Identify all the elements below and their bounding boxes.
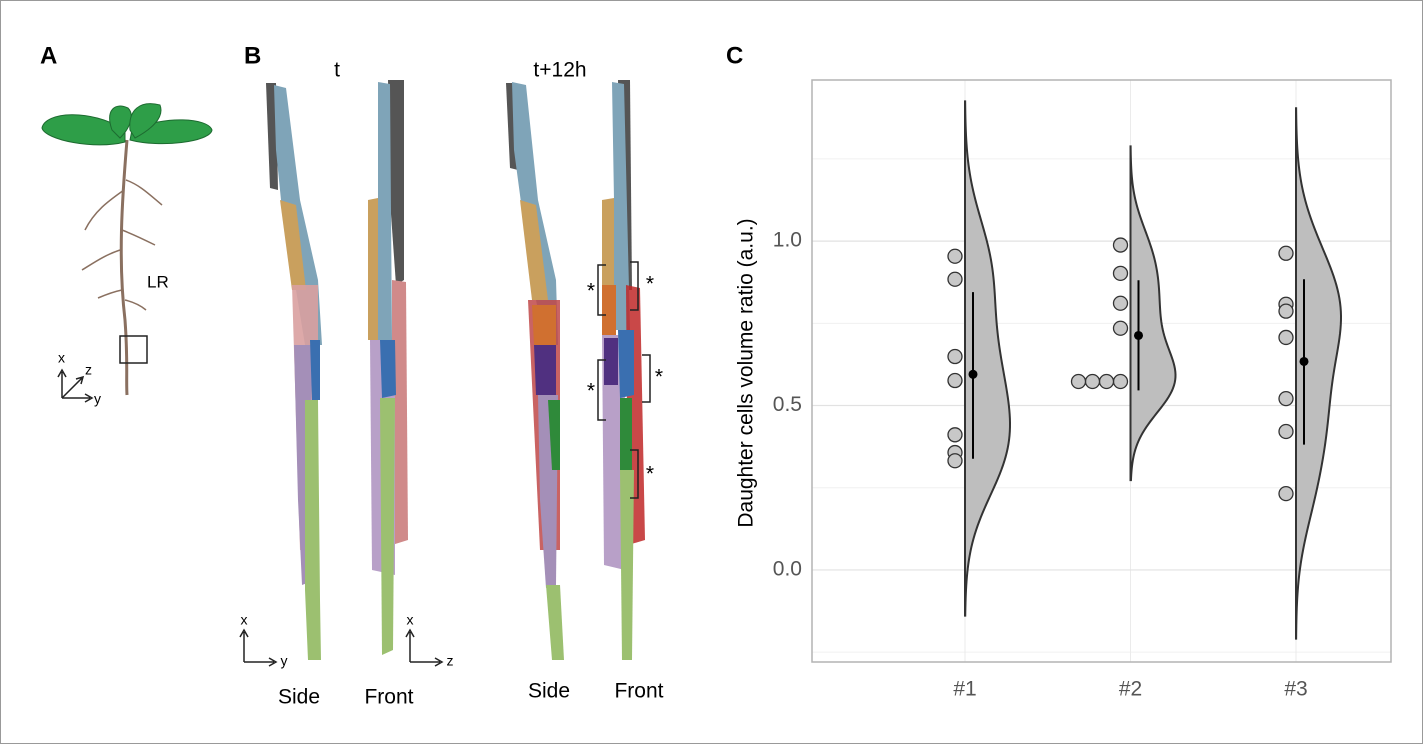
axis-label: x [58, 350, 65, 366]
axis-label: z [85, 362, 92, 378]
y-tick-label: 0.5 [773, 393, 802, 416]
mean-point [1134, 330, 1143, 340]
annotation: LR [147, 272, 169, 291]
axis-label: x [241, 612, 248, 628]
data-point [947, 453, 963, 469]
panel-label: B [244, 42, 261, 69]
x-tick-label: #3 [1284, 678, 1307, 701]
data-point [947, 248, 963, 264]
violin [1295, 107, 1343, 640]
root-front-t [368, 80, 408, 655]
y-axis-title: Daughter cells volume ratio (a.u.) [735, 218, 758, 527]
axis-label: y [94, 391, 101, 407]
root-front-t12 [602, 80, 645, 660]
plot: 0.0 0.5 1.0 #1 #2 #3 [773, 79, 1392, 701]
data-point [1278, 390, 1294, 407]
view-label: Side [278, 686, 320, 709]
axes-icons [239, 628, 444, 667]
data-point [947, 427, 963, 443]
plot-background [812, 80, 1391, 662]
zoom-box [119, 335, 148, 364]
data-point [1278, 329, 1294, 346]
axis-label: x [407, 612, 414, 628]
data-point [1112, 237, 1129, 253]
mean-point [1299, 356, 1309, 366]
axis-label: y [281, 653, 288, 669]
panel-label: A [40, 42, 57, 69]
x-tick-label: #1 [953, 678, 976, 701]
data-point [1278, 423, 1294, 440]
data-point [1278, 485, 1294, 502]
axes-icon [57, 368, 94, 403]
data-point [1098, 373, 1115, 390]
violin [964, 100, 1012, 617]
data-point [1278, 245, 1294, 261]
data-point [1112, 295, 1129, 311]
data-point [1084, 373, 1101, 390]
view-label: Front [614, 680, 663, 703]
y-tick-label: 0.0 [773, 557, 802, 580]
x-tick-label: #2 [1119, 678, 1142, 701]
data-point [1112, 320, 1129, 336]
seedling [81, 139, 163, 396]
mean-point [968, 369, 978, 379]
data-point [1112, 265, 1129, 281]
time-label: t+12h [533, 59, 586, 82]
asterisk: * [646, 463, 654, 486]
view-label: Side [528, 680, 570, 703]
data-point [1112, 373, 1129, 390]
leaves [41, 103, 213, 146]
data-point [1070, 373, 1087, 390]
panel-b: B t t+12h [239, 42, 664, 709]
plot-border [811, 79, 1392, 663]
root-side-t12 [506, 82, 564, 660]
view-label: Front [364, 686, 413, 709]
data-point [947, 348, 963, 365]
asterisk: * [655, 366, 663, 389]
root-side-t [266, 83, 322, 660]
data-point [947, 271, 963, 287]
panel-label: C [726, 42, 743, 69]
brackets [597, 261, 651, 499]
axis-label: z [447, 653, 454, 669]
panel-a: A LR x z y [40, 42, 213, 407]
asterisk: * [587, 280, 595, 303]
asterisk: * [646, 273, 654, 296]
y-tick-label: 1.0 [773, 229, 802, 252]
data-point [947, 372, 963, 389]
time-label: t [334, 59, 340, 82]
data-point [1278, 303, 1294, 319]
asterisk: * [587, 380, 595, 403]
violin [1129, 145, 1177, 482]
